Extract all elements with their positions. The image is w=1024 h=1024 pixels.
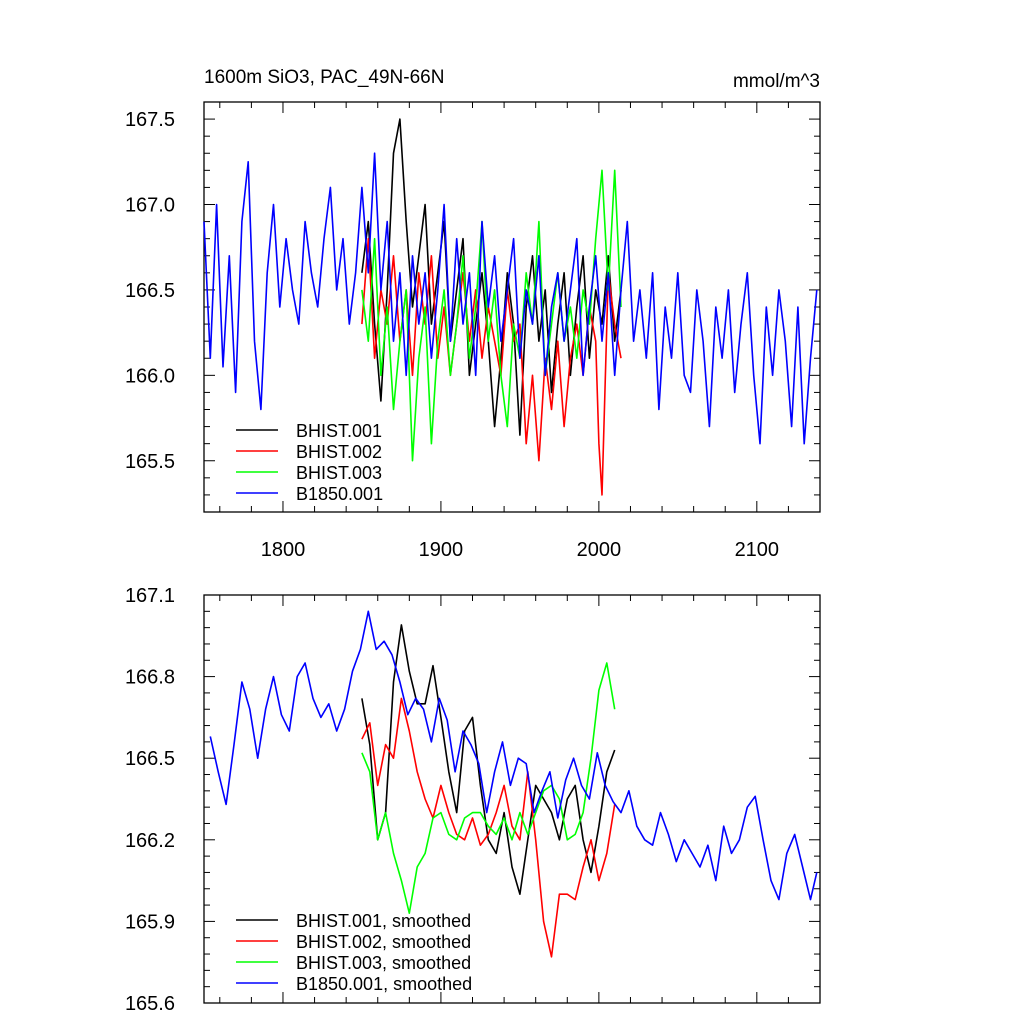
y-tick-label: 165.5 <box>125 451 175 473</box>
legend-label: BHIST.001 <box>296 421 382 441</box>
series-line <box>361 118 622 436</box>
y-tick-label: 167.0 <box>125 195 175 217</box>
series-line <box>361 662 616 915</box>
series-line <box>361 169 622 462</box>
y-tick-label: 167.5 <box>125 109 175 131</box>
plot-frame <box>203 594 821 1004</box>
y-tick-label: 165.9 <box>125 911 175 933</box>
legend-label: BHIST.002, smoothed <box>296 932 471 952</box>
y-tick-label: 167.1 <box>125 585 175 607</box>
top-panel: 1800 1900 2000 2100 165.5 166.0 166.5 167.0 167.… <box>125 101 821 561</box>
legend-label: BHIST.003 <box>296 463 382 483</box>
legend-label: BHIST.002 <box>296 442 382 462</box>
x-tick-label: 2000 <box>577 539 622 561</box>
legend-label: BHIST.001, smoothed <box>296 911 471 931</box>
chart-title: 1600m SiO3, PAC_49N-66N <box>204 67 444 88</box>
legend-label: B1850.001, smoothed <box>296 974 472 994</box>
units-label: mmol/m^3 <box>733 71 820 92</box>
series-line <box>203 152 818 445</box>
x-tick-label: 1800 <box>261 539 306 561</box>
bottom-panel: 165.6 165.9 166.2 166.5 166.8 167.1 BHIST.001,… <box>125 585 821 1015</box>
y-tick-label: 166.2 <box>125 830 175 852</box>
series-line <box>209 610 818 901</box>
series-line <box>361 624 616 896</box>
legend-label: B1850.001 <box>296 484 383 504</box>
y-tick-label: 166.5 <box>125 748 175 770</box>
x-tick-label: 1900 <box>419 539 464 561</box>
x-tick-label: 2100 <box>735 539 780 561</box>
legend-label: BHIST.003, smoothed <box>296 953 471 973</box>
y-tick-label: 166.8 <box>125 667 175 689</box>
series-line <box>361 697 616 958</box>
y-tick-label: 166.5 <box>125 280 175 302</box>
y-tick-label: 166.0 <box>125 365 175 387</box>
y-tick-label: 165.6 <box>125 993 175 1015</box>
